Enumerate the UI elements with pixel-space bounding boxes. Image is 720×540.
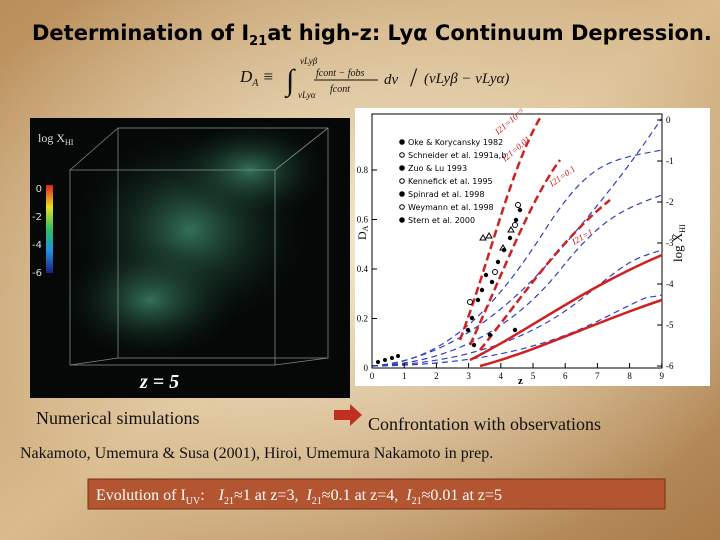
summary: Evolution of IUV: I21≈1 at z=3, I21≈0.1 at…	[96, 487, 502, 507]
legend-label: Zuo & Lu 1993	[408, 164, 467, 173]
formula-differential: dν	[384, 72, 399, 88]
title-text: at high-z: Lyα Continuum Depression.	[267, 21, 712, 45]
reference: Nakamoto, Umemura & Susa (2001), Hiroi, …	[20, 445, 493, 462]
legend: Oke & Korycansky 1982 Schneider et al. 19…	[399, 138, 506, 225]
formula-part: D	[239, 67, 253, 86]
plot-frame	[371, 113, 663, 369]
plot-background	[355, 108, 710, 386]
x-axis-label: z	[518, 375, 523, 387]
right-tick-label: -3	[666, 238, 674, 248]
right-tick-label: -2	[666, 197, 674, 207]
legend-label: Stern et al. 2000	[408, 216, 475, 225]
label-text: D	[355, 231, 369, 240]
cloud	[60, 240, 240, 360]
summary-sub: 21	[312, 496, 322, 507]
y-axis-label: DA	[355, 225, 370, 240]
right-tick-label: -6	[666, 361, 674, 371]
observation-plot: 00.20.40.60.80 1 2 3 4 5 6 7 8 90-1-2-3-4-5-6I21=…	[355, 106, 710, 387]
title-text: Determination of I	[32, 21, 249, 45]
x-tick-label: 3	[466, 371, 471, 381]
colorbar-tick-label: 0	[36, 184, 42, 195]
summary-text: ≈0.01 at z=5	[422, 487, 502, 504]
title-sub: 21	[249, 34, 267, 49]
x-tick-label: 7	[595, 371, 600, 381]
summary-symbol: I	[405, 487, 412, 504]
colorbar-tick-label: -2	[32, 212, 42, 223]
formula-lower: νLyα	[298, 90, 316, 100]
model-curves	[371, 117, 663, 368]
summary-symbol: I	[218, 487, 225, 504]
legend-marker	[399, 165, 405, 171]
x-tick-label: 9	[660, 371, 665, 381]
y-tick-label: 0.6	[357, 215, 369, 225]
colorbar	[46, 185, 53, 273]
formula-denominator: fcont	[330, 84, 350, 95]
x-tick-label: 5	[531, 371, 536, 381]
legend-label: Weymann et al. 1998	[408, 203, 494, 212]
formula: DA ≡ ∫ νLyβ νLyα fcont − fobs fcont dν / …	[239, 56, 509, 100]
x-tick-label: 1	[402, 371, 407, 381]
legend-marker	[399, 152, 405, 158]
formula-numerator: fcont − fobs	[316, 68, 365, 79]
x-tick-label: 4	[499, 371, 504, 381]
colorbar-label: log XHI	[38, 131, 74, 147]
colorbar-tick-label: -6	[32, 268, 42, 279]
title: Determination of I21at high-z: Lyα Conti…	[32, 21, 712, 49]
cube-wireframe	[69, 127, 329, 366]
formula-part: A	[251, 78, 259, 89]
colorbar-tick-label: -4	[32, 240, 42, 251]
label-sub: HI	[678, 224, 687, 233]
legend-marker	[399, 191, 405, 197]
summary-symbol: I	[305, 487, 312, 504]
formula-slash: /	[410, 63, 418, 92]
x-tick-label: 2	[434, 371, 439, 381]
observation-open-points	[467, 202, 521, 305]
x-tick-label: 6	[563, 371, 568, 381]
right-tick-label: -4	[666, 279, 674, 289]
legend-marker	[399, 217, 405, 223]
arrow	[334, 404, 362, 426]
y-tick-label: 0.2	[357, 314, 368, 324]
simulation-caption: Numerical simulations	[36, 408, 199, 428]
summary-sub: 21	[224, 496, 234, 507]
right-tick-label: -5	[666, 320, 674, 330]
y-tick-label: 0.4	[357, 264, 369, 274]
formula-upper: νLyβ	[300, 56, 318, 66]
y-tick-label: 0.8	[357, 165, 369, 175]
summary-text: ≈0.1 at z=4,	[322, 487, 398, 504]
formula-divisor: (νLyβ − νLyα)	[424, 71, 509, 87]
right-tick-label: -1	[666, 156, 674, 166]
y-tick-label: 0	[364, 363, 369, 373]
legend-label: Oke & Korycansky 1982	[408, 138, 503, 147]
formula-lhs: DA ≡	[239, 67, 274, 89]
summary-box	[87, 478, 666, 510]
label-sub: A	[361, 225, 370, 231]
summary-text: :	[200, 487, 204, 504]
formula-integral: ∫	[284, 64, 296, 99]
label-text: log X	[38, 131, 65, 145]
right-axis-label: log X̄HI	[670, 224, 687, 262]
legend-marker	[399, 178, 405, 184]
right-tick-label: 0	[666, 115, 671, 125]
colorbar-ticks: 0 -2 -4 -6	[32, 184, 42, 279]
legend-label: Kennefick et al. 1995	[408, 177, 493, 186]
simulation-image: log XHI 0 -2 -4 -6 z = 5	[30, 118, 350, 398]
x-tick-label: 8	[627, 371, 632, 381]
legend-marker	[399, 204, 405, 210]
formula-part: ≡	[262, 67, 273, 86]
summary-sub: 21	[412, 496, 422, 507]
summary-text: ≈1 at z=3,	[234, 487, 298, 504]
legend-marker	[399, 139, 405, 145]
summary-sub: UV	[186, 496, 201, 507]
summary-text: Evolution of I	[96, 487, 186, 504]
legend-label: Schneider et al. 1991a,b	[408, 151, 506, 160]
legend-label: Spinrad et al. 1998	[408, 190, 484, 199]
label-text: log X̄	[670, 232, 685, 262]
observation-caption: Confrontation with observations	[368, 414, 601, 434]
label-sub: HI	[65, 138, 74, 147]
redshift-label: z = 5	[139, 371, 179, 393]
x-tick-label: 0	[370, 371, 375, 381]
